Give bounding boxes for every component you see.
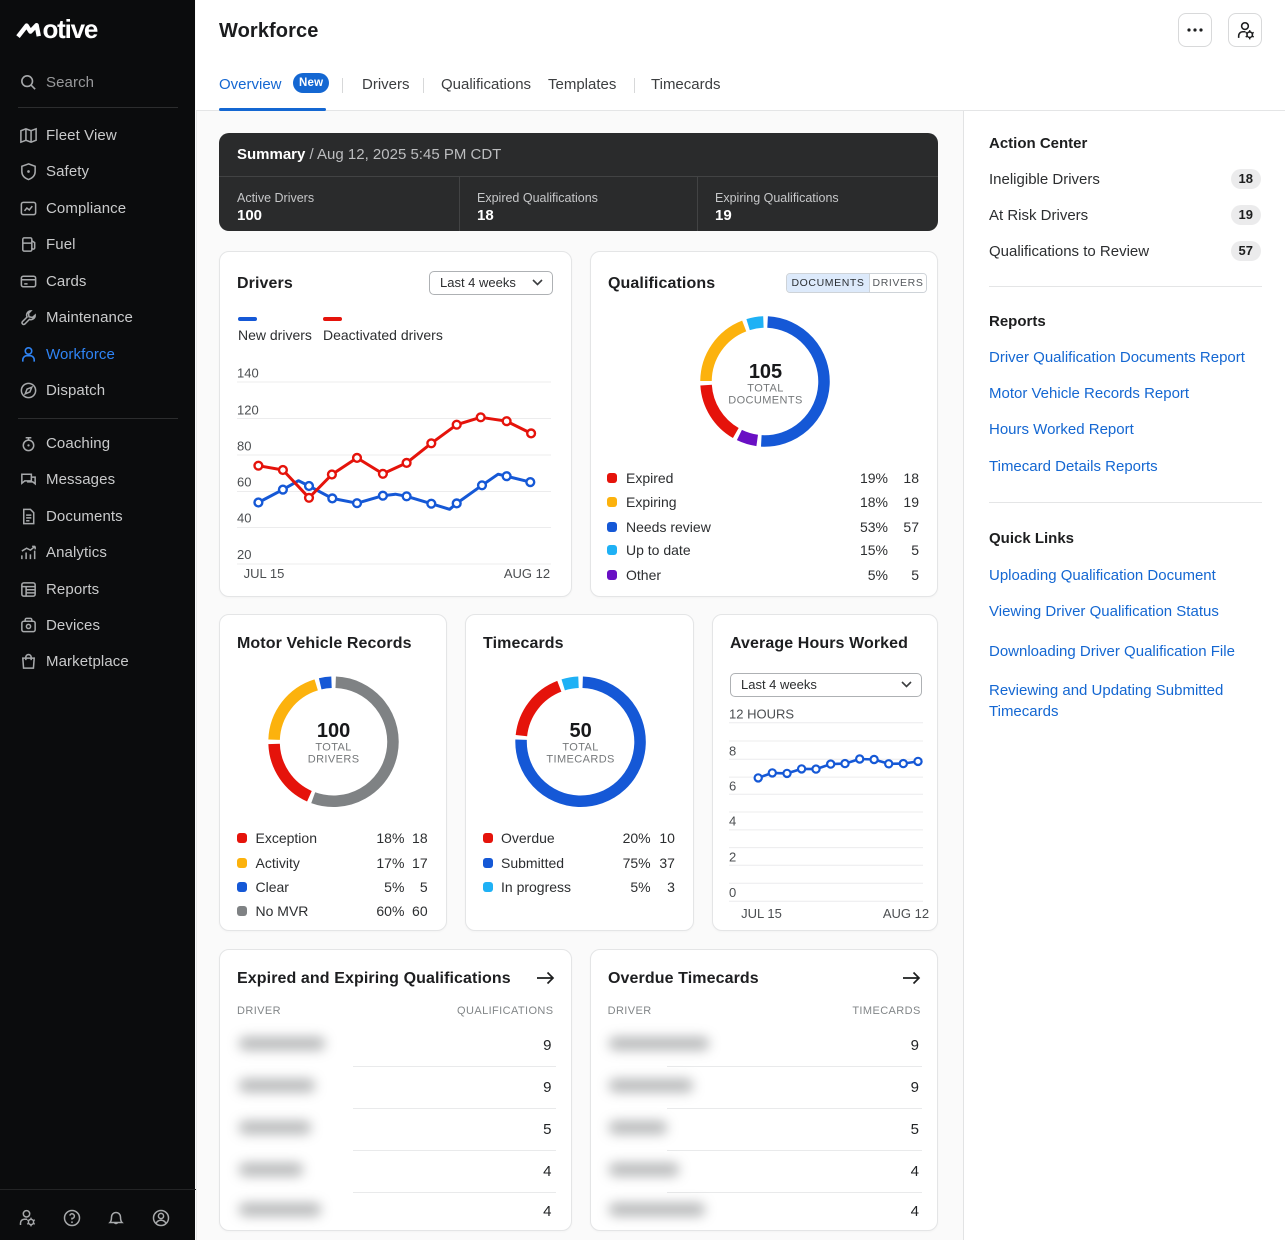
svg-text:AUG 12: AUG 12	[504, 566, 550, 581]
svg-text:20: 20	[237, 547, 251, 562]
svg-text:JUL 15: JUL 15	[244, 566, 285, 581]
svg-text:TOTAL: TOTAL	[562, 742, 598, 754]
svg-text:0: 0	[729, 885, 736, 900]
svg-text:6: 6	[729, 778, 736, 793]
svg-text:TOTAL: TOTAL	[315, 742, 351, 754]
svg-text:DOCUMENTS: DOCUMENTS	[728, 395, 803, 407]
svg-text:DRIVERS: DRIVERS	[308, 754, 360, 766]
svg-text:8: 8	[729, 743, 736, 758]
svg-text:80: 80	[237, 439, 251, 454]
svg-text:otive: otive	[43, 14, 98, 43]
svg-text:40: 40	[237, 511, 251, 526]
svg-text:140: 140	[237, 366, 259, 381]
svg-text:AUG 12: AUG 12	[883, 906, 929, 921]
svg-text:TIMECARDS: TIMECARDS	[546, 754, 614, 766]
svg-text:JUL 15: JUL 15	[741, 906, 782, 921]
svg-text:100: 100	[317, 720, 350, 742]
svg-text:12 HOURS: 12 HOURS	[729, 707, 794, 722]
svg-text:105: 105	[749, 361, 782, 383]
svg-text:60: 60	[237, 475, 251, 490]
svg-text:TOTAL: TOTAL	[747, 383, 783, 395]
svg-text:120: 120	[237, 403, 259, 418]
svg-text:2: 2	[729, 849, 736, 864]
svg-text:50: 50	[569, 720, 591, 742]
svg-text:4: 4	[729, 814, 736, 829]
